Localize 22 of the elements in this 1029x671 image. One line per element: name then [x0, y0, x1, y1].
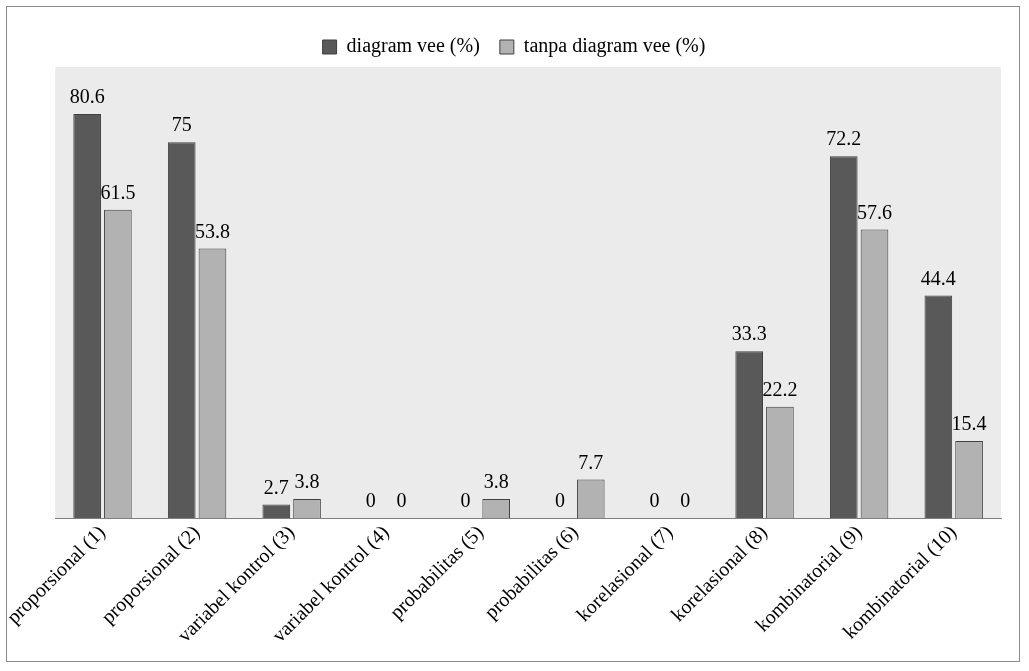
data-label: 15.4: [951, 412, 987, 435]
data-label: 61.5: [100, 181, 136, 204]
data-label: 0: [365, 489, 376, 512]
legend-label: diagram vee (%): [346, 34, 480, 58]
data-label: 0: [555, 489, 566, 512]
data-label: 0: [460, 489, 471, 512]
data-label: 3.8: [483, 470, 509, 493]
data-label: 53.8: [194, 219, 230, 242]
data-label: 33.3: [731, 322, 767, 345]
data-label: 0: [680, 489, 691, 512]
data-label: 0: [649, 489, 660, 512]
data-label: 75: [171, 113, 192, 136]
data-label: 2.7: [263, 475, 289, 498]
data-label: 44.4: [920, 266, 956, 289]
legend-label: tanpa diagram vee (%): [523, 34, 706, 58]
data-label: 3.8: [294, 470, 320, 493]
data-label: 72.2: [826, 127, 862, 150]
data-label: 0: [396, 489, 407, 512]
data-label: 57.6: [857, 200, 892, 223]
data-label: 7.7: [578, 450, 604, 473]
data-label: 80.6: [69, 85, 105, 108]
data-label: 22.2: [762, 378, 798, 401]
